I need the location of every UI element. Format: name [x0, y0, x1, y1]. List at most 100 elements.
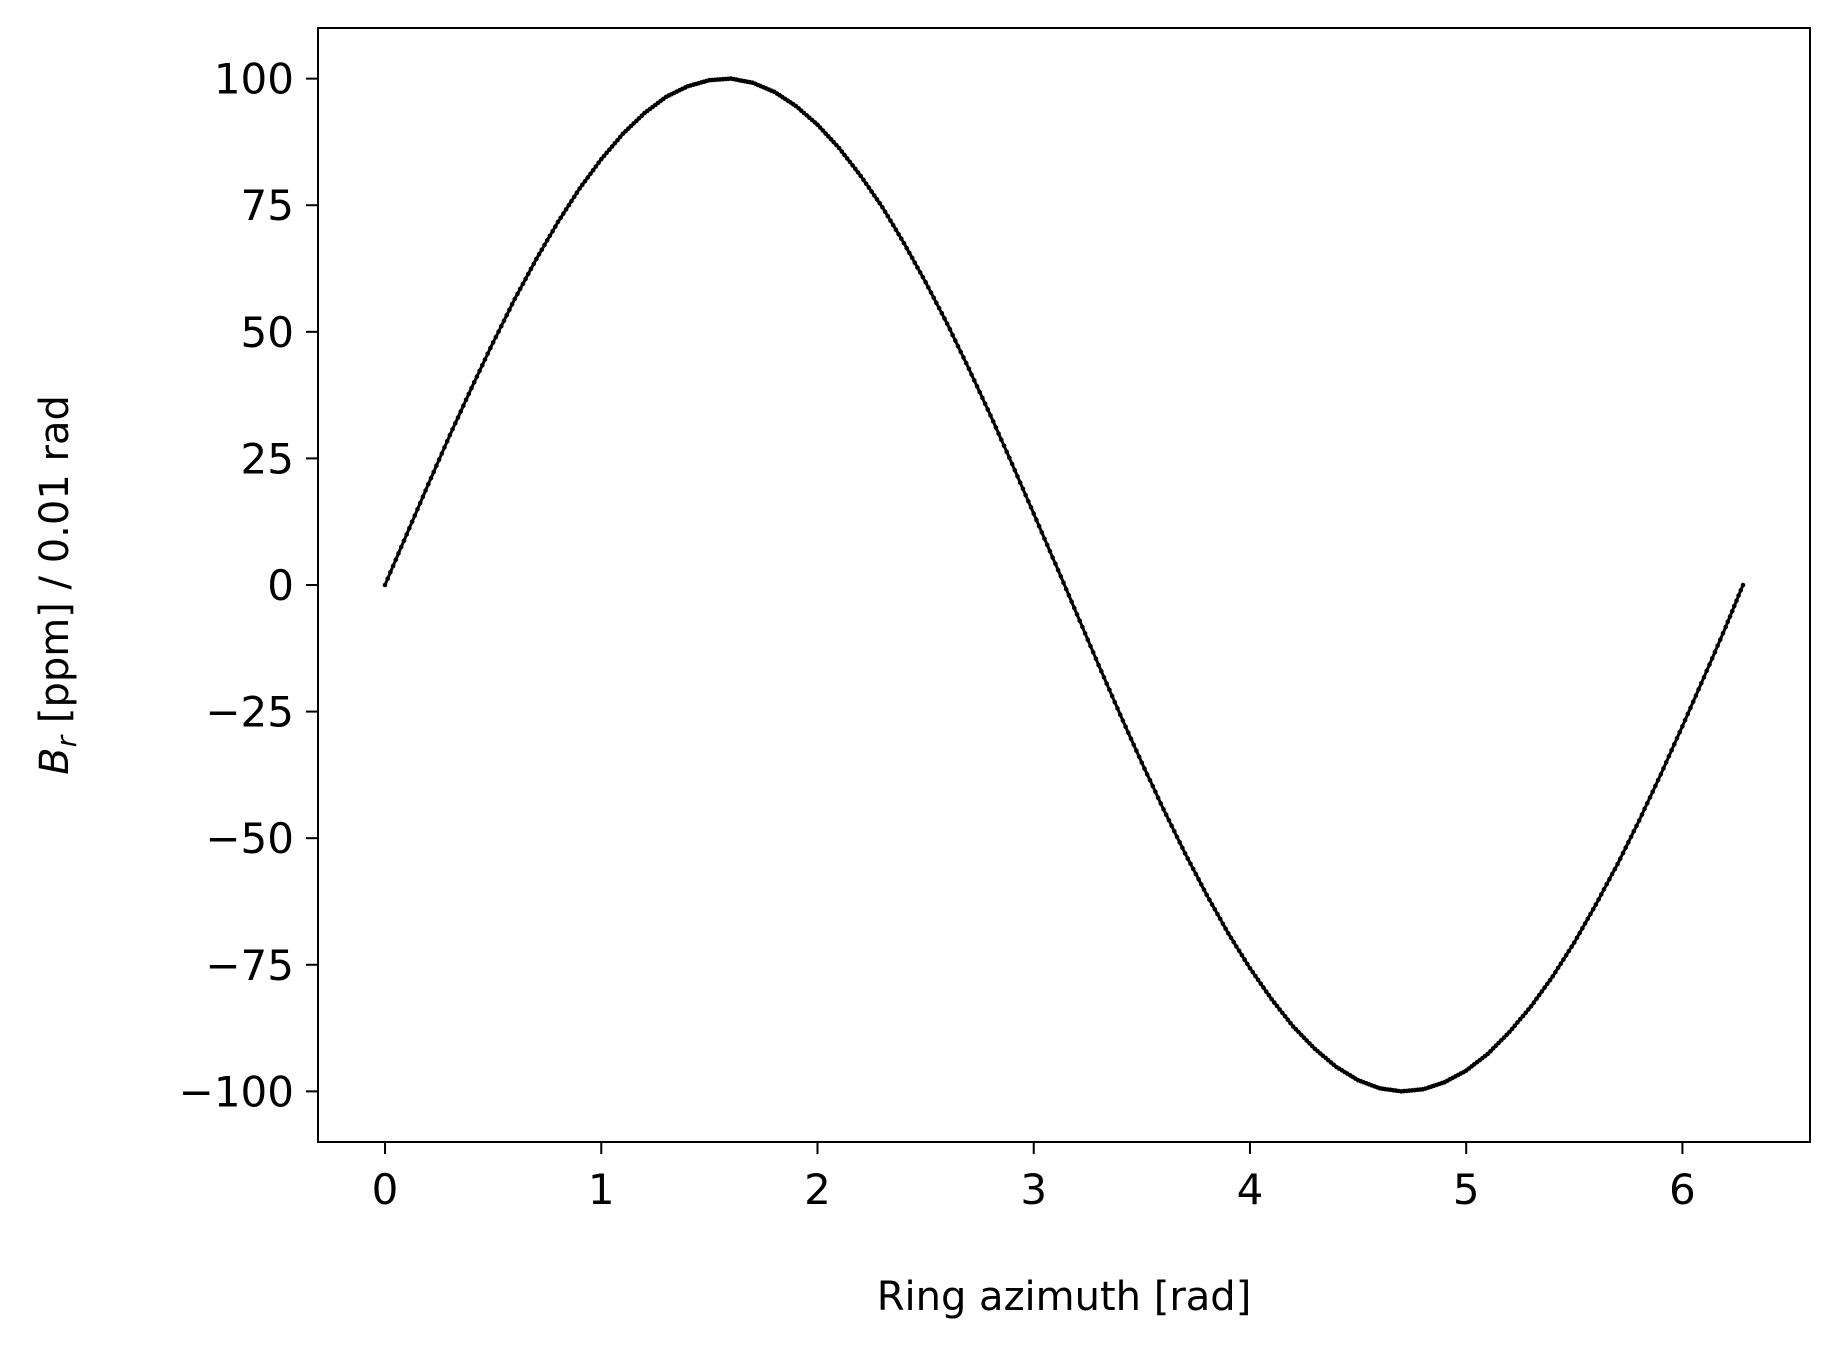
data-point [393, 557, 399, 562]
data-point [1704, 668, 1709, 674]
data-point [1709, 656, 1715, 661]
data-point [1193, 871, 1199, 877]
data-point [953, 338, 958, 343]
data-point [1115, 706, 1120, 711]
data-point [571, 194, 577, 200]
data-point [844, 156, 850, 161]
data-point [1596, 897, 1601, 902]
data-point [477, 368, 482, 374]
y-axis-label-main: B [32, 747, 78, 774]
data-point [1666, 754, 1672, 759]
data-point [853, 166, 858, 172]
data-point [1718, 637, 1723, 642]
data-point [474, 374, 480, 379]
data-point [1058, 574, 1064, 579]
y-tick-label: −25 [205, 688, 294, 737]
data-point [1647, 795, 1653, 800]
data-point [1663, 760, 1669, 765]
data-point [1585, 916, 1591, 922]
data-point [539, 247, 545, 252]
data-point [1117, 712, 1123, 717]
data-point [1096, 662, 1101, 668]
x-axis-label: Ring azimuth [rad] [877, 1274, 1252, 1320]
data-point [1680, 724, 1685, 729]
data-point [1626, 839, 1631, 845]
data-point [561, 211, 566, 216]
data-point [1725, 619, 1731, 625]
data-point [450, 426, 455, 432]
data-point [1601, 887, 1607, 892]
data-point [915, 265, 920, 270]
data-point [439, 451, 445, 456]
data-point [1107, 687, 1112, 693]
data-point [1547, 977, 1553, 983]
data-point [466, 391, 472, 397]
data-point [547, 233, 553, 239]
data-point [488, 345, 493, 351]
data-point [569, 198, 574, 204]
data-point [990, 419, 996, 424]
data-point [1044, 542, 1050, 548]
data-point [1217, 916, 1223, 922]
y-axis-label: Br [ppm] / 0.01 rad [32, 395, 83, 775]
data-point [1566, 948, 1572, 954]
data-point [1255, 977, 1261, 983]
x-tick-label: 0 [372, 1165, 399, 1214]
data-point [1093, 656, 1099, 661]
data-point [458, 409, 464, 414]
data-point [1288, 1020, 1293, 1026]
data-point [1050, 555, 1055, 560]
data-point [617, 134, 623, 140]
data-point [593, 164, 599, 169]
data-point [1699, 681, 1704, 686]
data-point [920, 275, 926, 280]
data-point [1039, 530, 1045, 535]
data-point [453, 421, 458, 426]
data-point [1177, 840, 1182, 845]
data-point [980, 395, 985, 401]
data-point [1090, 650, 1096, 655]
data-point [815, 122, 820, 127]
data-point [555, 219, 561, 225]
data-point [1109, 693, 1115, 699]
data-point [1563, 952, 1569, 958]
data-point [1523, 1010, 1528, 1016]
data-point [842, 152, 847, 158]
data-point [890, 222, 896, 228]
x-tick-label: 4 [1237, 1165, 1264, 1214]
data-point [1153, 789, 1158, 795]
data-point [490, 340, 496, 345]
data-point [1023, 492, 1028, 498]
data-point [582, 178, 588, 184]
data-point [1228, 935, 1234, 940]
data-point [972, 378, 977, 383]
data-point [1180, 845, 1185, 851]
data-point [1034, 517, 1039, 523]
data-point [1015, 474, 1020, 479]
data-point [1201, 887, 1207, 892]
data-point [926, 285, 931, 290]
data-point [917, 270, 923, 275]
data-point [947, 327, 953, 332]
data-point [1236, 948, 1242, 954]
data-point [1636, 818, 1642, 823]
data-point [828, 137, 834, 142]
data-point [1688, 705, 1693, 711]
x-axis: 0 1 2 3 4 5 6 [372, 1142, 1696, 1214]
data-point [1263, 989, 1269, 994]
data-point [398, 544, 404, 550]
data-point [893, 227, 899, 232]
data-point [850, 163, 855, 168]
y-tick-label: −50 [205, 814, 294, 863]
data-point [417, 500, 423, 506]
data-point [1155, 795, 1161, 800]
data-point [1542, 985, 1547, 990]
data-point [404, 532, 410, 537]
data-point [1247, 966, 1253, 971]
data-point [401, 538, 407, 543]
data-point [1593, 902, 1599, 907]
data-point [596, 160, 601, 166]
y-axis-label-rest: [ppm] / 0.01 rad [32, 395, 78, 736]
x-tick-label: 2 [804, 1165, 831, 1214]
data-point [1004, 449, 1009, 455]
